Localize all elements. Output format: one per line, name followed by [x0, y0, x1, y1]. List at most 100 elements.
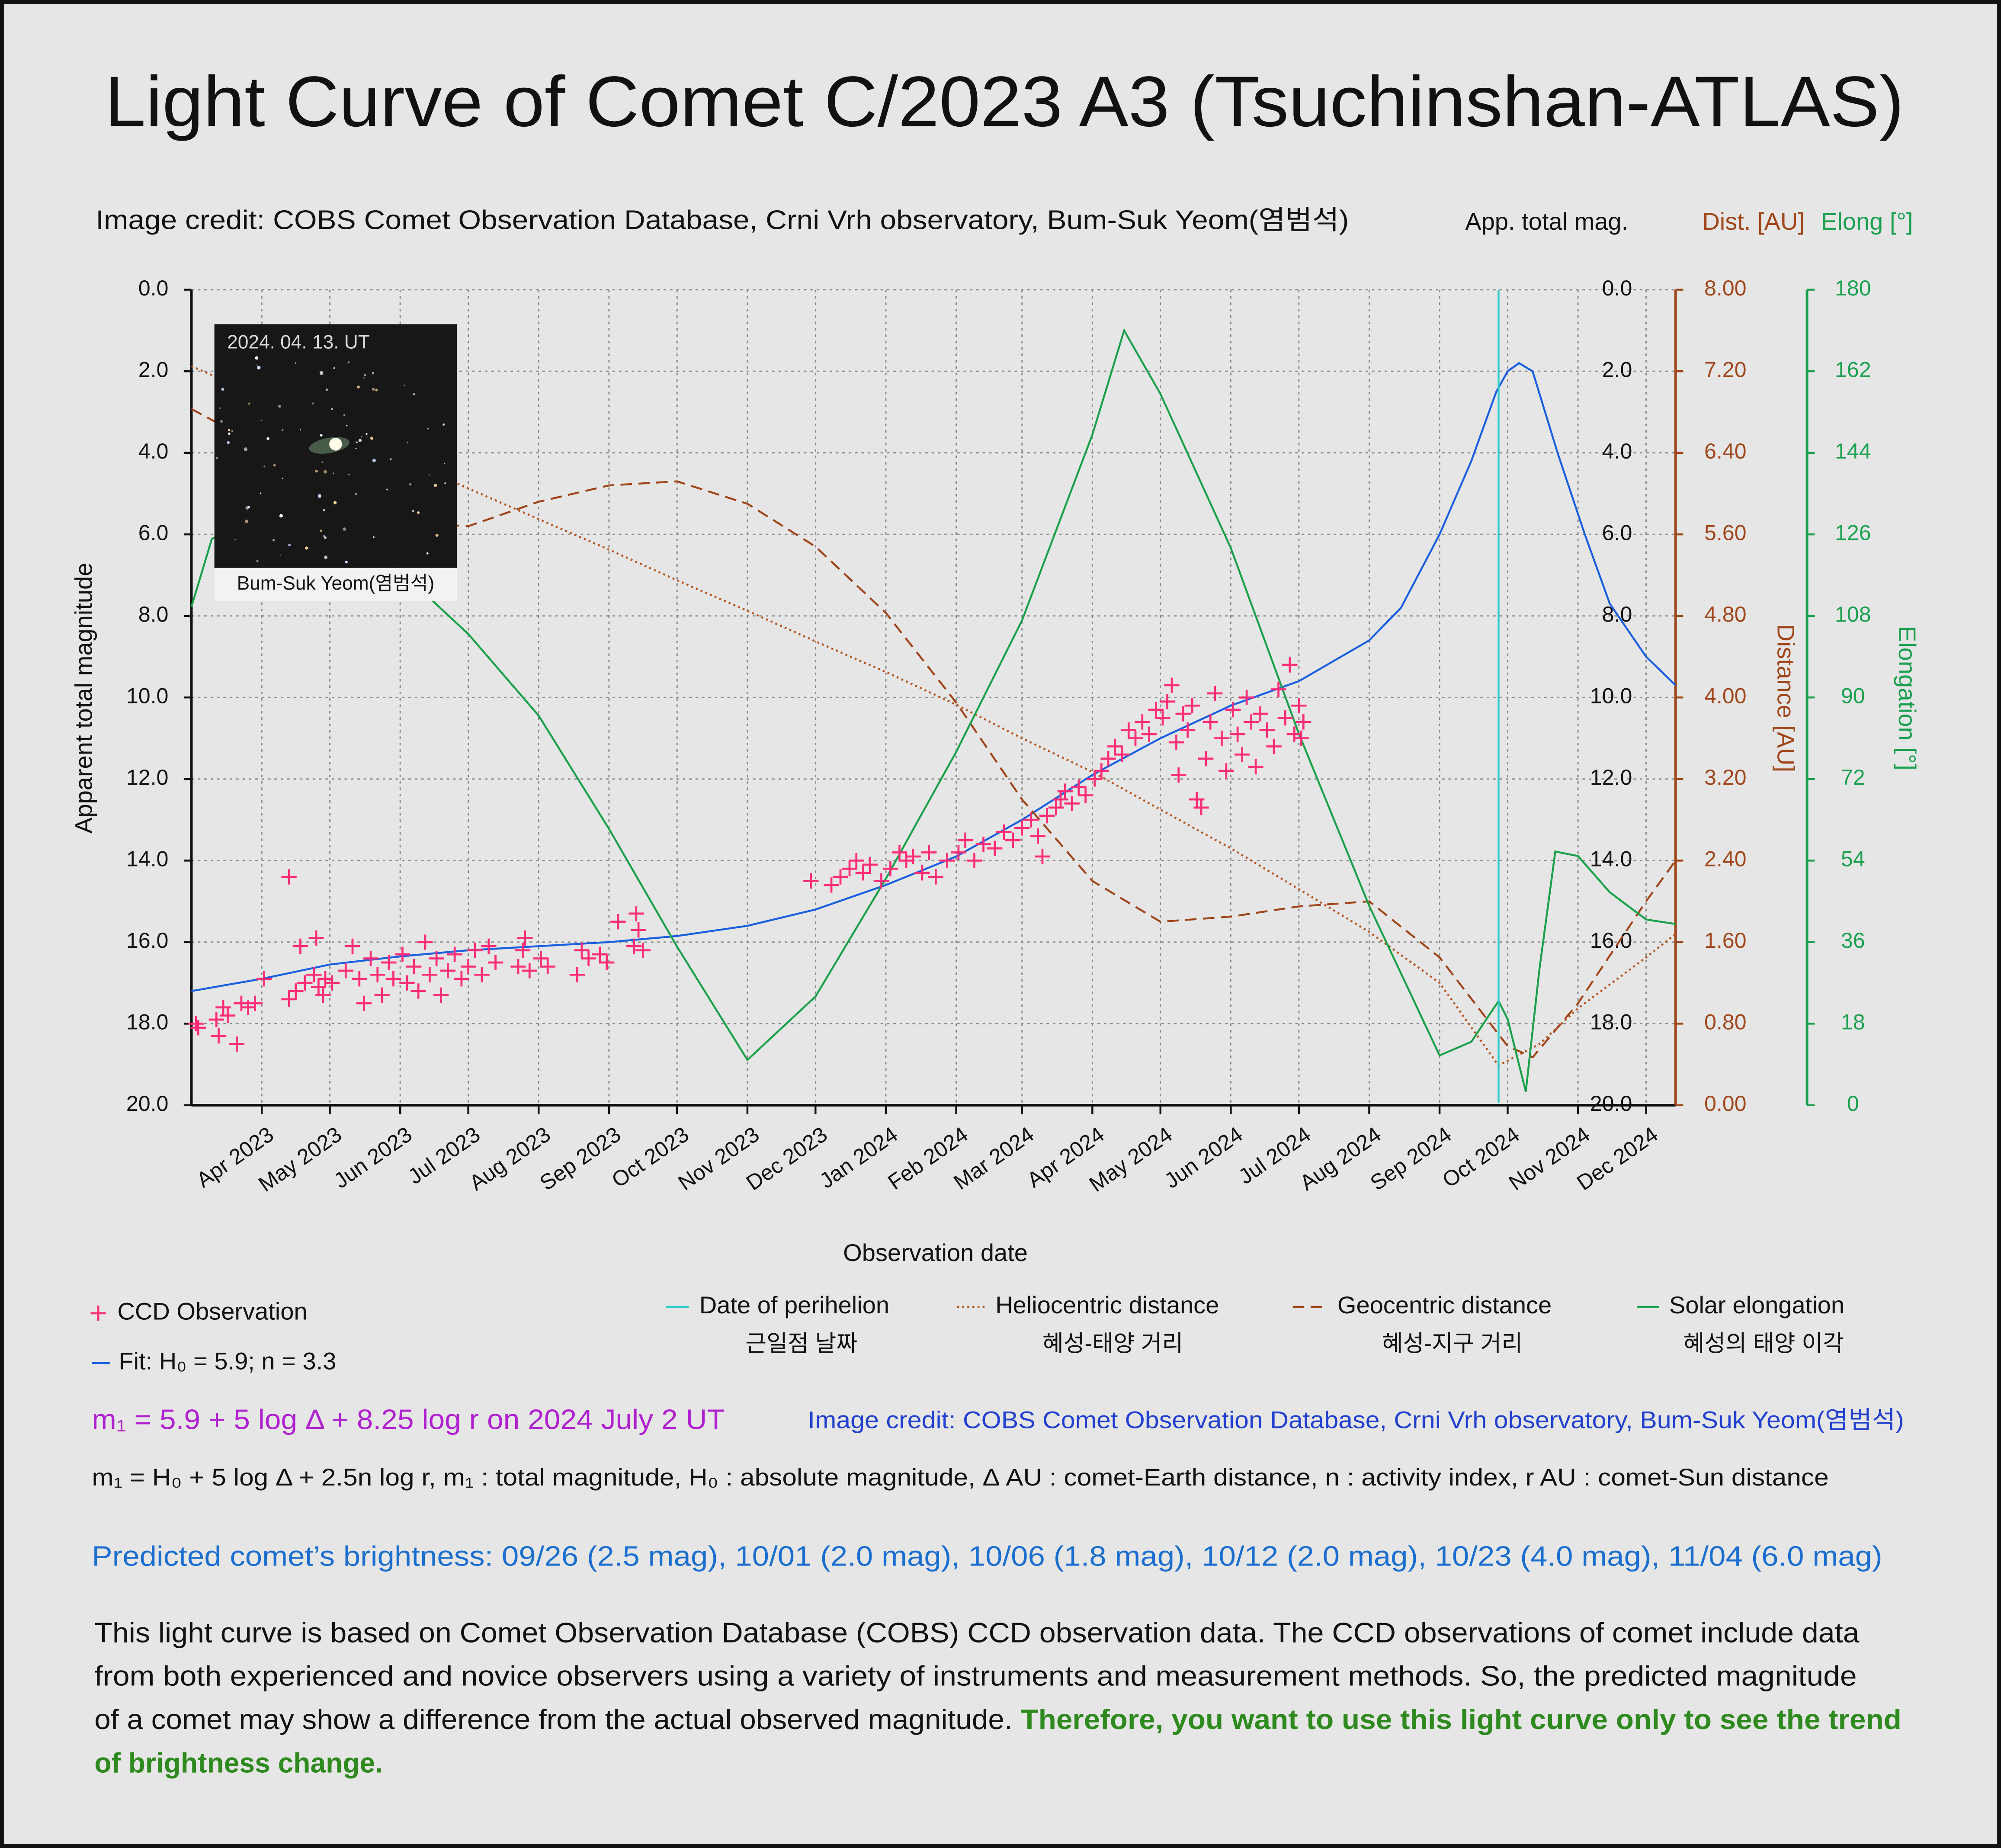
observation: [882, 861, 898, 876]
y2-axis-title: Distance [AU]: [1773, 624, 1800, 772]
observation: [394, 946, 410, 962]
observation: [921, 844, 937, 860]
observation: [1057, 783, 1073, 799]
observation: [1189, 792, 1205, 807]
observation: [374, 987, 390, 1003]
observation: [240, 1000, 256, 1015]
observation: [635, 943, 651, 958]
observation: [188, 1016, 204, 1032]
star: [257, 366, 261, 370]
star: [372, 388, 375, 391]
star: [234, 539, 236, 540]
y-tick-label: 4.0: [138, 439, 169, 463]
observation: [1005, 832, 1021, 848]
conclusion-line: of brightness change.: [94, 1747, 383, 1778]
star: [366, 433, 368, 435]
star: [220, 420, 223, 423]
y3-tick-label: 162: [1835, 357, 1871, 382]
y-tick-label-right: 0.0: [1602, 276, 1632, 300]
observation: [626, 938, 642, 954]
inset: 2024. 04. 13. UT Bum-Suk Yeom(염범석): [214, 324, 457, 601]
y-tick-label: 20.0: [126, 1091, 169, 1116]
y3-header: Elong [°]: [1821, 208, 1913, 235]
observation: [1243, 714, 1259, 730]
observation: [356, 995, 372, 1011]
star: [363, 377, 365, 379]
observation: [1259, 722, 1275, 738]
observation: [1030, 828, 1046, 844]
star: [386, 488, 388, 491]
prediction: Predicted comet’s brightness: 09/26 (2.5…: [92, 1540, 1882, 1572]
y-tick-label-right: 4.0: [1602, 439, 1632, 463]
description-line: This light curve is based on Comet Obser…: [94, 1617, 1860, 1648]
observation: [951, 844, 966, 860]
observation: [338, 963, 353, 979]
x-axis-title: Observation date: [843, 1239, 1028, 1266]
observation: [898, 853, 914, 869]
y3-tick-label: 36: [1841, 928, 1865, 953]
observation: [281, 869, 297, 885]
y2-tick-label: 0.00: [1704, 1091, 1747, 1116]
observation: [292, 938, 308, 954]
star: [266, 437, 270, 440]
observation: [629, 906, 644, 921]
observation: [315, 987, 331, 1003]
legend-label-ko: 혜성-지구 거리: [1382, 1331, 1523, 1357]
y3-tick-label: 72: [1841, 765, 1865, 789]
y-axis-title: Apparent total magnitude: [70, 563, 97, 834]
observation: [1048, 800, 1064, 815]
observation: [1035, 849, 1050, 864]
observation: [211, 1028, 227, 1044]
y-tick-label: 8.0: [138, 602, 169, 626]
legend-symbol: [90, 1306, 106, 1321]
y-tick-label: 16.0: [126, 928, 169, 953]
star: [364, 374, 366, 376]
observation: [610, 914, 626, 930]
observation: [1093, 763, 1110, 779]
star: [231, 430, 233, 432]
observation: [905, 849, 921, 864]
observation: [454, 971, 469, 987]
star: [279, 514, 283, 518]
star: [404, 385, 406, 387]
star: [317, 494, 322, 498]
legend-label: Date of perihelion: [699, 1291, 889, 1319]
observation: [190, 1020, 206, 1036]
star: [426, 552, 429, 555]
star: [443, 423, 445, 426]
y-tick-label-right: 20.0: [1590, 1091, 1632, 1116]
conclusion-part: Therefore, you want to use this light cu…: [1020, 1704, 1901, 1735]
observation: [460, 959, 476, 975]
star: [320, 529, 322, 532]
star: [255, 356, 259, 360]
observation: [1234, 747, 1250, 762]
star: [343, 414, 346, 416]
star: [295, 362, 296, 364]
observation: [1203, 714, 1218, 730]
observation: [1071, 780, 1087, 795]
star: [227, 441, 230, 444]
observation: [306, 967, 322, 983]
observation: [574, 943, 590, 958]
observation: [1198, 751, 1214, 767]
star: [347, 361, 350, 363]
star: [427, 427, 429, 430]
star: [357, 385, 360, 389]
observation: [324, 975, 340, 991]
y-tick-label: 0.0: [138, 276, 169, 300]
observation: [1121, 722, 1137, 738]
observation: [308, 930, 324, 946]
credit-2: Image credit: COBS Comet Observation Dat…: [808, 1406, 1904, 1433]
chart-title: Light Curve of Comet C/2023 A3 (Tsuchins…: [105, 61, 1904, 141]
observation: [1141, 726, 1157, 742]
observation: [487, 955, 503, 970]
observation: [1239, 690, 1254, 706]
star: [331, 408, 334, 411]
observation: [399, 975, 415, 991]
star: [417, 511, 420, 514]
observation: [1014, 820, 1030, 836]
observation: [297, 975, 313, 991]
y2-tick-label: 4.00: [1704, 684, 1747, 708]
star: [315, 469, 318, 473]
